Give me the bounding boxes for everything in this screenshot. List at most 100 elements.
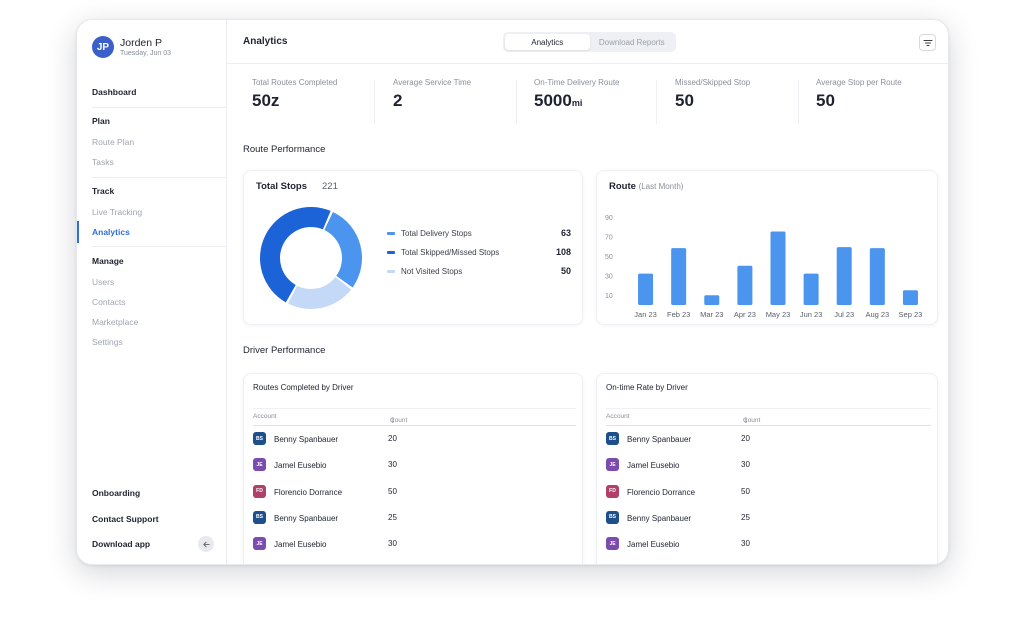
driver-name: Jamel Eusebio — [627, 461, 680, 471]
driver-count: 30 — [388, 460, 397, 470]
legend-label: Total Delivery Stops — [401, 228, 472, 238]
driver-count: 25 — [741, 512, 750, 522]
total-stops-card: Total Stops 221 Total Delivery Stops 63 … — [243, 170, 583, 325]
view-tabs: Analytics Download Reports — [503, 32, 676, 52]
x-tick-label: May 23 — [766, 310, 791, 319]
sidebar-item-download-app[interactable]: Download app — [92, 539, 151, 549]
table-row[interactable]: JE Jamel Eusebio 30 — [253, 453, 576, 479]
driver-name: Jamel Eusebio — [274, 461, 327, 471]
table-row[interactable]: JE Jamel Eusebio 30 — [606, 532, 931, 558]
divider — [798, 80, 799, 124]
driver-count: 25 — [388, 512, 397, 522]
legend-value: 63 — [560, 228, 571, 238]
divider — [92, 177, 226, 178]
driver-name: Jamel Eusebio — [627, 540, 680, 550]
avatar: JE — [606, 537, 619, 551]
active-indicator — [77, 221, 79, 243]
table-header: Account Count ⇕ — [606, 408, 931, 426]
filter-icon — [922, 39, 933, 46]
bar[interactable] — [638, 273, 654, 305]
table-row[interactable]: FD Florencio Dorrance 50 — [253, 480, 576, 506]
sidebar-item-analytics[interactable]: Analytics — [92, 227, 130, 237]
donut-slice-delivery[interactable] — [324, 211, 362, 288]
legend-swatch — [387, 269, 395, 273]
column-header-account[interactable]: Account — [253, 413, 277, 420]
legend-label: Total Skipped/Missed Stops — [401, 247, 500, 257]
tab-analytics[interactable]: Analytics — [505, 34, 590, 50]
sidebar-item-dashboard[interactable]: Dashboard — [92, 87, 137, 97]
avatar: JE — [253, 458, 266, 472]
stat-missed-skipped: Missed/Skipped Stop 50 — [675, 78, 750, 126]
routes-completed-table-card: Routes Completed by Driver Account Count… — [243, 373, 583, 564]
sidebar-item-route-plan[interactable]: Route Plan — [92, 137, 135, 147]
table-row[interactable]: BS Benny Spanbauer 25 — [606, 506, 931, 532]
sidebar-item-onboarding[interactable]: Onboarding — [92, 488, 141, 498]
bar[interactable] — [671, 248, 687, 305]
sidebar-heading-plan: Plan — [92, 116, 110, 126]
column-header-label: Count — [390, 417, 408, 424]
driver-count: 30 — [388, 539, 397, 549]
table-row[interactable]: JE Jamel Eusebio 30 — [253, 532, 576, 558]
app-window: JP Jorden P Tuesday, Jun 03 Dashboard Pl… — [76, 19, 949, 565]
legend-value: 50 — [560, 266, 571, 276]
driver-name: Benny Spanbauer — [274, 513, 339, 523]
collapse-sidebar-button[interactable] — [198, 536, 214, 552]
stat-average-service-time: Average Service Time 2 — [393, 78, 471, 126]
sidebar-item-settings[interactable]: Settings — [92, 337, 123, 347]
x-tick-label: Feb 23 — [667, 310, 690, 319]
section-title-driver-performance: Driver Performance — [243, 345, 326, 356]
y-tick-label: 70 — [605, 234, 613, 241]
driver-name: Benny Spanbauer — [627, 435, 692, 444]
avatar: JE — [606, 458, 619, 472]
x-tick-label: Aug 23 — [865, 310, 889, 319]
x-tick-label: Jan 23 — [634, 310, 657, 319]
route-bar-chart-card: Route (Last Month) 90 70 50 30 10 Jan 23 Feb 2… — [596, 170, 938, 325]
sidebar-item-contact-support[interactable]: Contact Support — [92, 514, 159, 524]
profile-date: Tuesday, Jun 03 — [120, 49, 171, 57]
table-row[interactable]: BS Benny Spanbauer 20 — [606, 427, 931, 453]
bar[interactable] — [902, 290, 918, 305]
bar[interactable] — [770, 231, 786, 306]
sidebar-item-users[interactable]: Users — [92, 277, 115, 287]
y-tick-label: 90 — [605, 215, 613, 222]
avatar: FD — [253, 484, 266, 498]
donut-slice-not-visited[interactable] — [288, 277, 352, 309]
stat-value: 50 — [675, 91, 694, 110]
x-tick-label: Apr 23 — [734, 310, 756, 319]
sidebar-item-contacts[interactable]: Contacts — [92, 297, 126, 307]
column-header-account[interactable]: Account — [606, 413, 630, 420]
table-row[interactable]: JE Jamel Eusebio 30 — [606, 453, 931, 479]
user-profile[interactable]: JP Jorden P Tuesday, Jun 03 — [92, 36, 171, 58]
bar[interactable] — [803, 273, 819, 305]
driver-name: Benny Spanbauer — [274, 435, 339, 444]
driver-count: 30 — [741, 460, 750, 470]
tab-download-reports[interactable]: Download Reports — [598, 37, 665, 47]
stat-label: Missed/Skipped Stop — [675, 78, 751, 87]
sidebar-item-live-tracking[interactable]: Live Tracking — [92, 207, 143, 217]
sidebar-item-marketplace[interactable]: Marketplace — [92, 317, 139, 327]
bar[interactable] — [836, 247, 852, 305]
on-time-rate-table-card: On-time Rate by Driver Account Count ⇕ B… — [596, 373, 938, 564]
stat-unit: mi — [571, 98, 583, 108]
table-row[interactable]: FD Florencio Dorrance 50 — [606, 480, 931, 506]
donut-chart — [259, 206, 362, 309]
y-tick-label: 30 — [605, 274, 613, 281]
legend-item-skipped: Total Skipped/Missed Stops 108 — [387, 247, 571, 257]
driver-name: Benny Spanbauer — [627, 513, 692, 523]
arrow-left-icon — [202, 541, 210, 547]
sidebar-item-tasks[interactable]: Tasks — [92, 157, 114, 167]
page-title: Analytics — [243, 36, 288, 47]
bar[interactable] — [869, 248, 885, 305]
bar[interactable] — [704, 295, 720, 305]
bar[interactable] — [737, 265, 753, 305]
column-header-label: Count — [743, 417, 761, 424]
stat-average-stop: Average Stop per Route 50 — [816, 78, 902, 126]
legend-swatch — [387, 250, 395, 254]
donut-slice-skipped[interactable] — [259, 206, 331, 303]
filter-button[interactable] — [919, 34, 936, 51]
stat-label: Average Stop per Route — [816, 78, 902, 87]
table-row[interactable]: BS Benny Spanbauer 25 — [253, 506, 576, 532]
stat-on-time-delivery: On-Time Delivery Route 5000mi — [534, 78, 620, 126]
table-row[interactable]: BS Benny Spanbauer 20 — [253, 427, 576, 453]
divider — [374, 80, 375, 124]
